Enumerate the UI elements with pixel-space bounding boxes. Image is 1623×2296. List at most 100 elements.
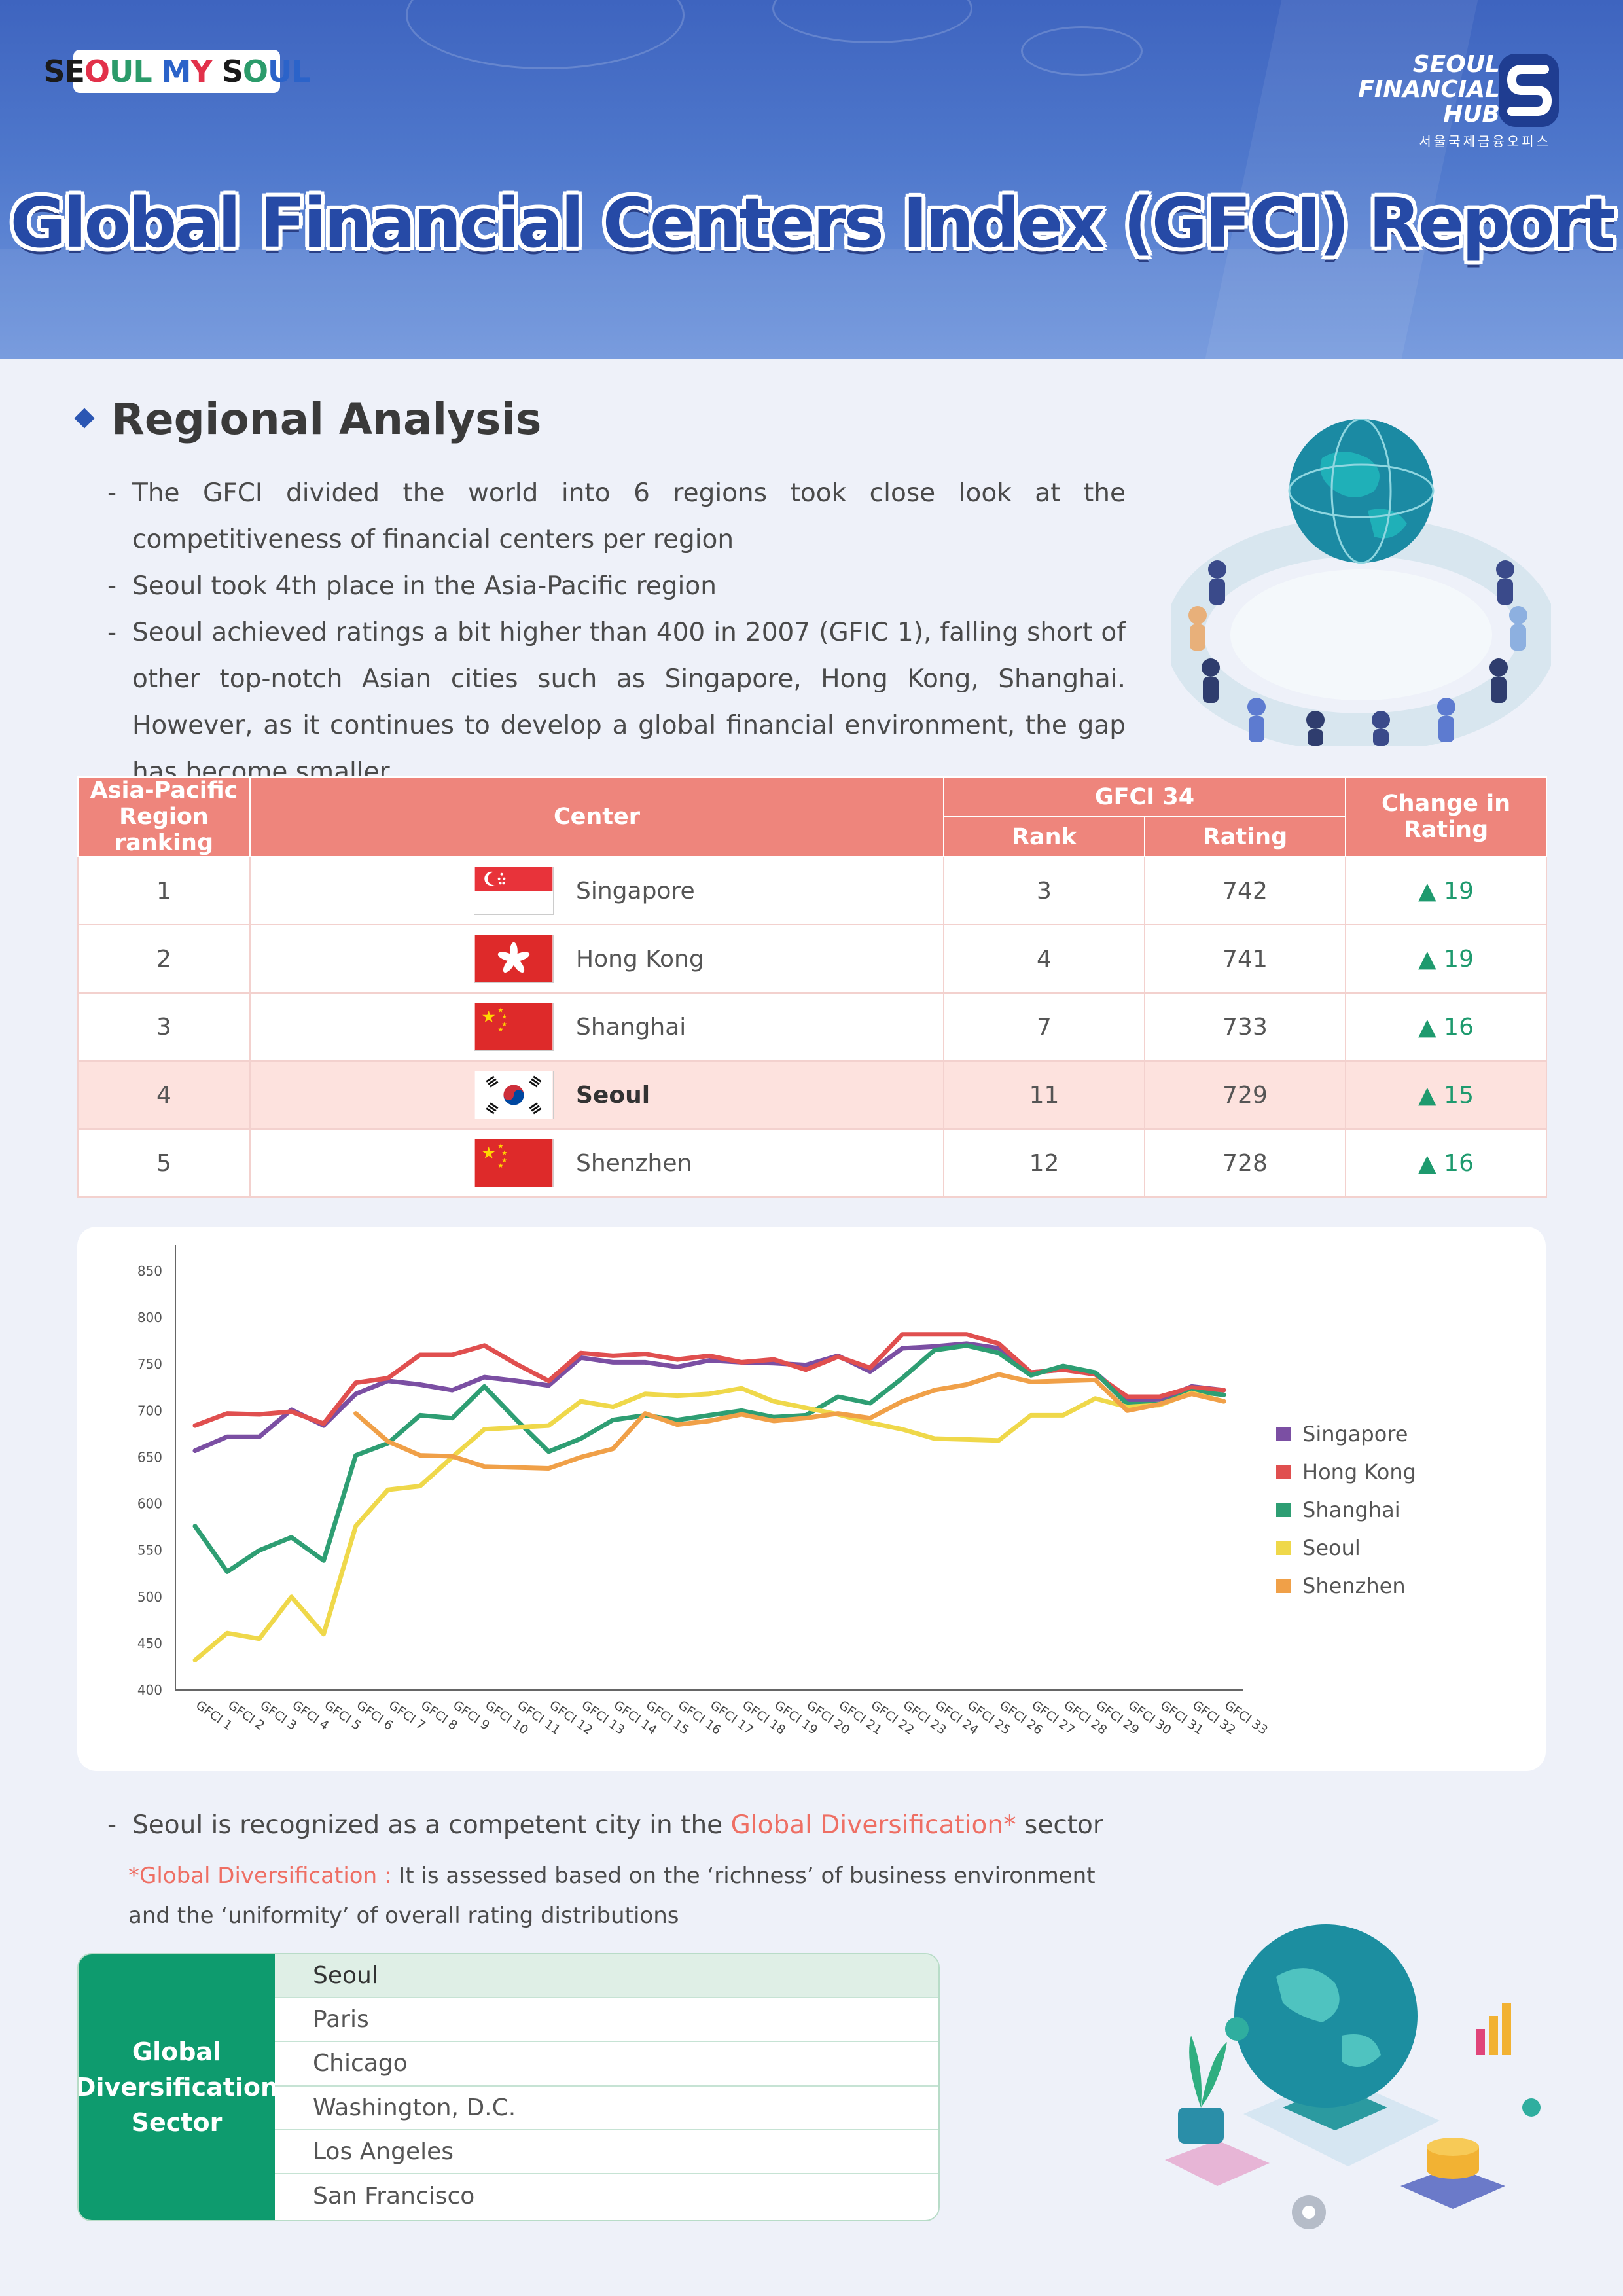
city-list: Seoul Paris Chicago Washington, D.C. Los… — [275, 1954, 938, 2220]
header-rating: Rating — [1144, 816, 1346, 857]
rank-cell: 11 — [943, 1060, 1145, 1130]
table-row-highlighted: 4 Seoul 11 729 ▲ 15 — [77, 1060, 1547, 1130]
note-text: sector — [1016, 1810, 1103, 1840]
diversification-label: Global Diversification Sector — [77, 1954, 279, 2220]
center-name: Shanghai — [576, 1013, 687, 1041]
x-tick-label: GFCI 2 — [225, 1698, 267, 1733]
center-name: Singapore — [576, 877, 695, 905]
x-tick-label: GFCI 3 — [257, 1698, 299, 1733]
y-tick-label: 800 — [137, 1310, 162, 1325]
footnote-text: It is assessed based on the ‘richness’ o… — [128, 1863, 1096, 1929]
header-gfci: GFCI 34 — [943, 776, 1346, 817]
rating-cell: 733 — [1144, 992, 1346, 1062]
legend-swatch — [1276, 1503, 1291, 1517]
diversification-table: Global Diversification Sector Seoul Pari… — [77, 1953, 940, 2221]
legend-swatch — [1276, 1541, 1291, 1555]
seoul-financial-hub-logo: SEOUL FINANCIAL HUB 서울국제금융오피스 — [1358, 46, 1559, 151]
x-tick-label: GFCI 7 — [386, 1698, 428, 1733]
legend-item-seoul: Seoul — [1276, 1529, 1416, 1567]
bullet-item: Seoul took 4th place in the Asia-Pacific… — [105, 563, 1126, 609]
coin-top — [1427, 2138, 1479, 2156]
hub-logo-line: FINANCIAL — [1358, 76, 1500, 103]
series-line-shanghai — [192, 1343, 1226, 1574]
change-cell: ▲ 15 — [1345, 1060, 1547, 1130]
y-tick-label: 550 — [137, 1543, 162, 1558]
city-row: San Francisco — [313, 2183, 475, 2210]
table-row: 3 ★ ★ ★ ★ ★ Shanghai 7 733 ▲ 16 — [77, 992, 1547, 1062]
meeting-people — [1188, 560, 1527, 746]
rank-cell: 7 — [943, 992, 1145, 1062]
chat-bubble-icon — [1225, 2017, 1249, 2041]
legend-swatch — [1276, 1579, 1291, 1593]
bullet-item: The GFCI divided the world into 6 region… — [105, 470, 1126, 563]
chart-card — [77, 1227, 1546, 1771]
section-title-text: Regional Analysis — [111, 394, 542, 444]
gear-hole — [1302, 2206, 1315, 2219]
x-tick-label: GFCI 5 — [322, 1698, 364, 1733]
footnote-label: *Global Diversification : — [128, 1863, 392, 1889]
legend-swatch — [1276, 1465, 1291, 1479]
bar-chart-icon — [1489, 2016, 1498, 2055]
hub-logo-line: SEOUL — [1412, 51, 1500, 78]
hong-kong-flag-icon — [474, 935, 554, 983]
china-flag-icon: ★ ★ ★ ★ ★ — [474, 1139, 554, 1187]
legend-label: Shenzhen — [1302, 1573, 1406, 1598]
rating-cell: 741 — [1144, 924, 1346, 994]
center-name: Shenzhen — [576, 1149, 692, 1177]
change-cell: ▲ 16 — [1345, 992, 1547, 1062]
x-tick-label: GFCI 6 — [354, 1698, 396, 1733]
table-row: 1 Singapore 3 742 ▲ 19 — [77, 856, 1547, 925]
center-name: Seoul — [576, 1081, 651, 1109]
bar-chart-icon — [1502, 2003, 1511, 2055]
center-cell: ★ ★ ★ ★ ★ Shenzhen — [249, 1128, 944, 1198]
side-platform — [1165, 2140, 1270, 2186]
globe-latitude — [1288, 463, 1435, 518]
globe-finance-illustration — [1165, 1924, 1541, 2229]
x-tick-label: GFCI 8 — [418, 1698, 460, 1733]
globe-meeting-illustration — [1171, 419, 1551, 746]
rating-cell: 728 — [1144, 1128, 1346, 1198]
globe-landmass — [1342, 2034, 1381, 2067]
y-tick-label: 700 — [137, 1403, 162, 1418]
ranking-cell: 2 — [77, 924, 251, 994]
header-ranking: Asia-Pacific Region ranking — [77, 776, 251, 857]
city-row: Paris — [275, 1998, 938, 2043]
gfci-ranking-table: Asia-Pacific Region ranking Center GFCI … — [77, 776, 1547, 1198]
legend-swatch — [1276, 1427, 1291, 1441]
legend-label: Shanghai — [1302, 1498, 1400, 1522]
y-tick-label: 500 — [137, 1589, 162, 1605]
table-row: 5 ★ ★ ★ ★ ★ Shenzhen 12 728 ▲ 16 — [77, 1128, 1547, 1198]
label-line: Diversification — [77, 2073, 279, 2102]
city-row: Washington, D.C. — [275, 2087, 938, 2130]
change-cell: ▲ 19 — [1345, 856, 1547, 925]
center-cell: Hong Kong — [249, 924, 944, 994]
diversification-footnote: *Global Diversification : It is assessed… — [128, 1856, 1136, 1936]
rank-cell: 4 — [943, 924, 1145, 994]
rating-cell: 742 — [1144, 856, 1346, 925]
svg-text:★: ★ — [502, 1149, 508, 1157]
legend-item-shenzhen: Shenzhen — [1276, 1567, 1416, 1605]
svg-text:★: ★ — [502, 1013, 508, 1020]
y-tick-label: 850 — [137, 1263, 162, 1279]
y-tick-label: 750 — [137, 1356, 162, 1372]
ranking-cell: 1 — [77, 856, 251, 925]
legend-item-singapore: Singapore — [1276, 1415, 1416, 1453]
city-row: Chicago — [275, 2042, 938, 2087]
y-tick-label: 600 — [137, 1496, 162, 1512]
ceiling-light-decoration — [1021, 26, 1143, 76]
city-row: Seoul — [275, 1954, 938, 1999]
header-center: Center — [249, 776, 944, 857]
svg-text:★: ★ — [498, 1143, 504, 1151]
svg-text:★: ★ — [498, 1026, 504, 1033]
person-icon — [1522, 2098, 1541, 2117]
header-change: Change in Rating — [1345, 776, 1547, 857]
meeting-table — [1230, 569, 1492, 700]
center-name: Hong Kong — [576, 945, 704, 973]
note-highlight: Global Diversification* — [730, 1810, 1016, 1840]
hub-logo-line: HUB — [1443, 101, 1500, 128]
legend-label: Hong Kong — [1302, 1460, 1416, 1484]
change-cell: ▲ 19 — [1345, 924, 1547, 994]
